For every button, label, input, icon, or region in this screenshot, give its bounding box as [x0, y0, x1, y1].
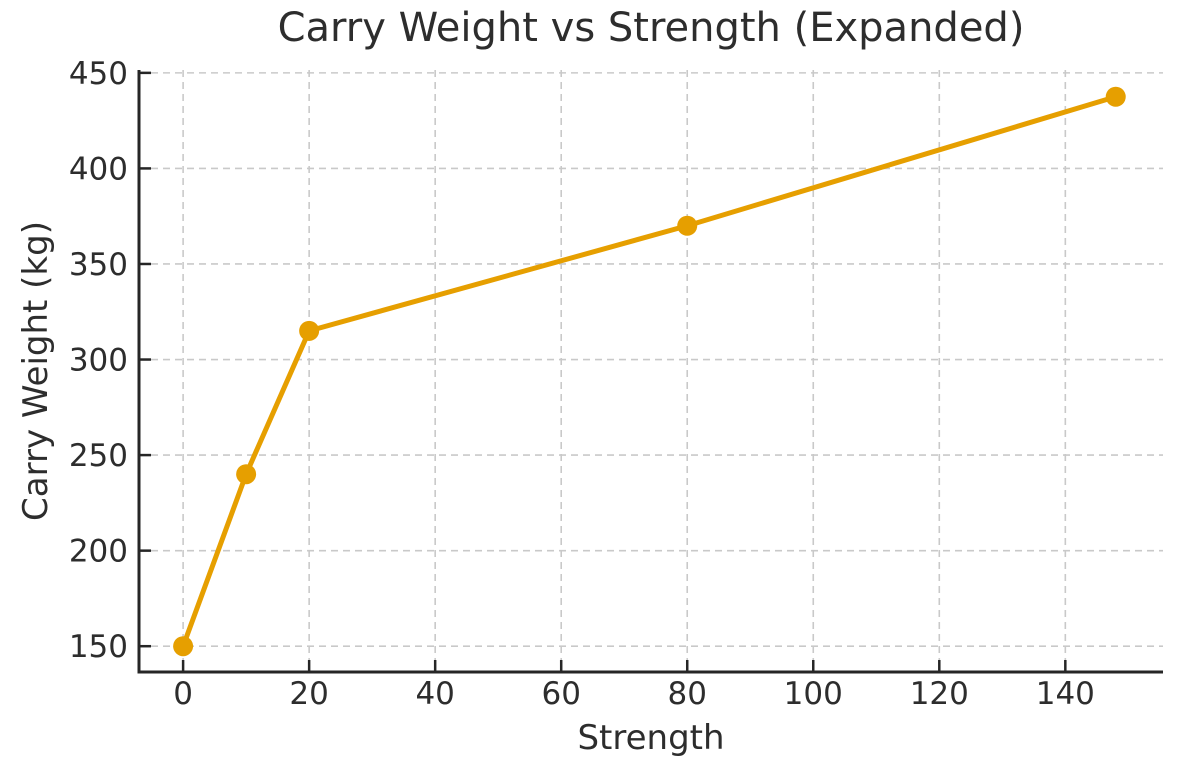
data-point [1105, 86, 1126, 107]
x-tick-label: 80 [668, 676, 707, 712]
y-tick-label: 300 [69, 343, 128, 379]
x-axis-label: Strength [577, 718, 725, 758]
chart-title: Carry Weight vs Strength (Expanded) [277, 5, 1025, 51]
x-tick-label: 100 [784, 676, 843, 712]
plot-grid [139, 70, 1163, 672]
x-tick-label: 120 [910, 676, 969, 712]
y-tick-label: 350 [69, 247, 128, 283]
x-tick-label: 40 [415, 676, 454, 712]
y-tick-label: 200 [69, 534, 128, 570]
data-point [677, 215, 698, 236]
data-point [173, 636, 194, 657]
y-tick-label: 450 [69, 56, 128, 92]
data-point [236, 464, 257, 485]
y-tick-label: 250 [69, 438, 128, 474]
data-line [180, 94, 1119, 649]
data-points [173, 86, 1126, 657]
data-point [299, 320, 320, 341]
x-tick-label: 60 [541, 676, 580, 712]
y-tick-label: 400 [69, 151, 128, 187]
y-axis-label: Carry Weight (kg) [16, 221, 56, 521]
x-tick-label: 20 [289, 676, 328, 712]
y-tick-label: 150 [69, 629, 128, 665]
x-tick-label: 140 [1036, 676, 1095, 712]
x-tick-label: 0 [173, 676, 193, 712]
axis-ticks [139, 71, 1067, 672]
tick-labels: 0 20 40 60 80 100 120 140 150 200 250 300 350 400 450 [69, 56, 1095, 712]
